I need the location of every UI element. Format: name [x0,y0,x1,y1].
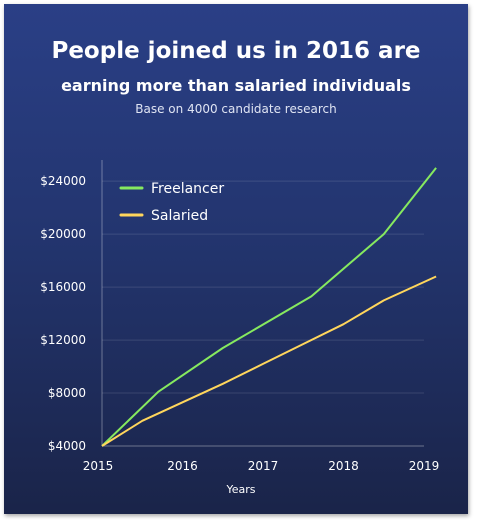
x-tick-label: 2019 [409,459,440,473]
axes [101,160,424,447]
series-lines [101,167,437,447]
y-tick-labels: $4000 $8000 $12000 $16000 $20000 $24000 [40,174,86,453]
chart-card: People joined us in 2016 are earning mor… [4,4,468,514]
line-chart: $4000$8000$12000$16000$20000$24000 2015 2… [40,160,440,496]
legend-label: Freelancer [151,181,224,197]
x-tick-labels: 2015 2016 2017 2018 2019 [83,459,440,473]
legend: Freelancer Salaried [119,181,224,224]
x-tick-label: 2017 [248,459,279,473]
series-line-freelancer [101,167,437,447]
x-tick-label: 2015 [83,459,114,473]
y-tick-label: $24000 [40,174,86,188]
x-tick-label: 2016 [167,459,198,473]
y-tick-label: $16000 [40,280,86,294]
y-tick-label: $20000 [40,227,86,241]
chart-note: Base on 4000 candidate research [135,102,337,116]
y-tick-label: $4000 [48,439,86,453]
series-line-salaried [101,275,437,447]
legend-label: Salaried [151,208,208,224]
x-tick-label: 2018 [328,459,359,473]
chart-title: People joined us in 2016 are [51,38,421,64]
x-axis-label: Years [225,483,255,496]
y-tick-label: $12000 [40,333,86,347]
chart-subtitle: earning more than salaried individuals [61,76,411,95]
y-tick-label: $8000 [48,386,86,400]
